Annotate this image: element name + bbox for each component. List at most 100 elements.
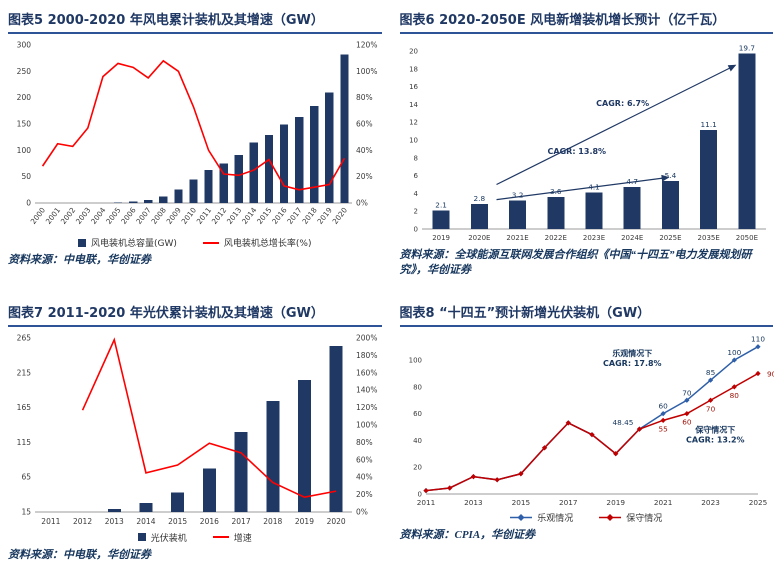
- svg-text:19.7: 19.7: [738, 44, 755, 53]
- legend-item: 增速: [212, 531, 252, 544]
- svg-text:2035E: 2035E: [697, 234, 719, 242]
- chart-canvas: 024681012141618202.12.83.23.64.14.75.411…: [409, 44, 766, 242]
- svg-text:90: 90: [767, 369, 774, 378]
- svg-text:2019: 2019: [315, 205, 334, 225]
- charts-grid: 图表5 2000-2020 年风电累计装机及其增速（GW） 0 50 100 150 2…: [8, 8, 774, 563]
- svg-text:2005: 2005: [104, 206, 123, 226]
- svg-text:2020E: 2020E: [468, 234, 490, 242]
- svg-text:2050E: 2050E: [735, 234, 757, 242]
- chart-canvas: 15 65 115 165 215 265 0% 20% 40% 60% 80% 100% 120% 14…: [17, 333, 378, 526]
- svg-text:2013: 2013: [464, 498, 483, 507]
- svg-text:20%: 20%: [356, 172, 373, 181]
- svg-text:保守情况下: 保守情况下: [694, 424, 735, 434]
- rect-legend-marker: [78, 238, 86, 247]
- svg-text:12: 12: [409, 119, 418, 127]
- cumulative-bars: [107, 345, 343, 512]
- figure-7-legend: 光伏装机 增速: [8, 530, 382, 545]
- svg-text:2015: 2015: [511, 498, 530, 507]
- svg-text:20: 20: [409, 48, 418, 56]
- svg-text:2021: 2021: [653, 498, 672, 507]
- svg-text:2018: 2018: [263, 517, 282, 526]
- legend-item: 乐观情况: [510, 511, 573, 524]
- svg-text:250: 250: [17, 67, 32, 76]
- chart-canvas: 0 50 100 150 200 250 300 0% 20% 40% 60% 80% 100% 120%…: [17, 41, 378, 226]
- figure-5-source: 资料来源：中电联，华创证券: [8, 254, 151, 266]
- svg-text:乐观情况下: 乐观情况下: [612, 348, 652, 358]
- svg-text:2011: 2011: [195, 206, 214, 226]
- svg-text:0%: 0%: [356, 199, 368, 208]
- svg-text:120%: 120%: [356, 41, 377, 50]
- svg-text:115: 115: [17, 438, 32, 447]
- svg-text:85: 85: [705, 368, 714, 377]
- svg-text:2013: 2013: [105, 517, 124, 526]
- legend-label: 风电装机总容量(GW): [91, 239, 177, 249]
- svg-text:100%: 100%: [356, 67, 377, 76]
- svg-text:80%: 80%: [356, 93, 373, 102]
- svg-text:2004: 2004: [89, 205, 108, 225]
- figure-5-wind-cumulative-chart: 0 50 100 150 200 250 300 0% 20% 40% 60% 80% 100% 120%…: [8, 37, 382, 235]
- legend-item: 光伏装机: [137, 531, 187, 544]
- svg-text:50: 50: [21, 172, 31, 181]
- svg-text:60%: 60%: [356, 120, 373, 129]
- svg-text:2.8: 2.8: [473, 194, 485, 203]
- svg-text:4: 4: [413, 190, 418, 198]
- legend-item: 风电装机总增长率(%): [202, 236, 311, 249]
- svg-text:2015: 2015: [168, 517, 187, 526]
- panel-figure-8: 图表8 “十四五”预计新增光伏装机（GW） 0 20 40 60 80 100 2011 20…: [399, 301, 774, 563]
- figure-7-title: 图表7 2011-2020 年光伏累计装机及其增速（GW）: [8, 301, 382, 327]
- svg-text:10: 10: [409, 137, 418, 145]
- svg-text:0: 0: [26, 199, 31, 208]
- svg-text:2024E: 2024E: [621, 234, 643, 242]
- svg-text:140%: 140%: [356, 385, 377, 394]
- svg-text:2.1: 2.1: [435, 200, 447, 209]
- svg-text:150: 150: [17, 120, 32, 129]
- legend-label: 光伏装机: [150, 533, 187, 544]
- figure-5-legend: 风电装机总容量(GW) 风电装机总增长率(%): [8, 235, 382, 250]
- svg-text:15: 15: [21, 507, 31, 516]
- figure-8-source: 资料来源：CPIA，华创证券: [399, 528, 536, 541]
- growth-rate-line: [41, 59, 346, 191]
- svg-text:2020: 2020: [330, 205, 349, 225]
- panel-figure-6: 图表6 2020-2050E 风电新增装机增长预计（亿千瓦） 0 2 4 6 8 10 12…: [399, 8, 774, 279]
- figure-6-wind-forecast-chart: 024681012141618202.12.83.23.64.14.75.411…: [400, 37, 774, 245]
- svg-text:100: 100: [17, 146, 32, 155]
- svg-text:48.45: 48.45: [612, 418, 633, 427]
- svg-text:60%: 60%: [356, 455, 373, 464]
- svg-text:3.2: 3.2: [511, 191, 523, 200]
- svg-text:CAGR: 6.7%: CAGR: 6.7%: [596, 99, 649, 108]
- svg-text:2010: 2010: [180, 205, 199, 225]
- svg-text:16: 16: [409, 83, 418, 91]
- legend-item: 保守情况: [599, 511, 662, 524]
- svg-text:11.1: 11.1: [700, 120, 716, 129]
- svg-text:65: 65: [21, 472, 31, 481]
- figure-8-title: 图表8 “十四五”预计新增光伏装机（GW）: [399, 301, 773, 327]
- svg-text:70: 70: [705, 404, 715, 413]
- svg-text:200%: 200%: [356, 333, 377, 342]
- figure-6-source: 资料来源：全球能源互联网发展合作组织《中国“十四五”电力发展规划研究》，华创证券: [399, 249, 752, 277]
- svg-text:20: 20: [413, 463, 422, 471]
- svg-text:6: 6: [413, 172, 418, 180]
- chart-canvas: 0 20 40 60 80 100 2011 2013 2015 2017 2019 2021 2023…: [408, 334, 774, 507]
- legend-item: 风电装机总容量(GW): [78, 236, 177, 249]
- svg-text:40: 40: [413, 437, 422, 445]
- panel-figure-5: 图表5 2000-2020 年风电累计装机及其增速（GW） 0 50 100 150 2…: [8, 8, 382, 279]
- svg-text:2006: 2006: [119, 205, 138, 225]
- figure-7-source: 资料来源：中电联，华创证券: [8, 548, 151, 561]
- series-line: [422, 343, 761, 494]
- cumulative-bars: [113, 54, 349, 203]
- svg-text:2020: 2020: [327, 517, 346, 526]
- svg-text:2003: 2003: [74, 205, 93, 225]
- svg-text:2000: 2000: [29, 205, 48, 225]
- svg-text:2002: 2002: [59, 206, 78, 226]
- figure-6-title: 图表6 2020-2050E 风电新增装机增长预计（亿千瓦）: [399, 8, 773, 34]
- svg-text:80%: 80%: [356, 438, 373, 447]
- svg-text:CAGR: 13.8%: CAGR: 13.8%: [547, 147, 606, 156]
- svg-text:160%: 160%: [356, 368, 377, 377]
- svg-text:2012: 2012: [210, 206, 229, 226]
- svg-text:180%: 180%: [356, 351, 377, 360]
- growth-rate-line: [81, 337, 337, 498]
- svg-text:80: 80: [729, 391, 739, 400]
- figure-7-pv-cumulative-chart: 15 65 115 165 215 265 0% 20% 40% 60% 80% 100% 120% 14…: [8, 330, 382, 530]
- svg-text:2017: 2017: [558, 498, 577, 507]
- svg-text:2016: 2016: [200, 517, 219, 526]
